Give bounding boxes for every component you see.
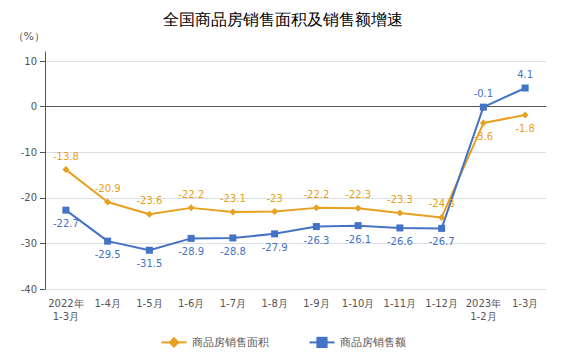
svg-text:-0.1: -0.1 bbox=[474, 88, 494, 99]
svg-text:-31.5: -31.5 bbox=[136, 258, 162, 269]
svg-text:-3.6: -3.6 bbox=[474, 131, 494, 142]
svg-text:-23: -23 bbox=[266, 193, 282, 204]
svg-text:-28.8: -28.8 bbox=[220, 246, 246, 257]
svg-text:-26.1: -26.1 bbox=[345, 234, 371, 245]
svg-text:0: 0 bbox=[31, 101, 37, 112]
svg-text:商品房销售面积: 商品房销售面积 bbox=[192, 336, 269, 349]
svg-text:-22.3: -22.3 bbox=[345, 189, 371, 200]
svg-text:1-10月: 1-10月 bbox=[342, 298, 375, 309]
svg-text:1-4月: 1-4月 bbox=[94, 298, 120, 309]
svg-text:-28.9: -28.9 bbox=[178, 246, 204, 257]
svg-text:-24.3: -24.3 bbox=[429, 198, 455, 209]
svg-text:-29.5: -29.5 bbox=[95, 249, 121, 260]
svg-text:-23.6: -23.6 bbox=[136, 195, 162, 206]
svg-text:-30: -30 bbox=[21, 238, 37, 249]
svg-text:10: 10 bbox=[24, 56, 37, 67]
svg-text:1-2月: 1-2月 bbox=[470, 311, 496, 322]
svg-text:全国商品房销售面积及销售额增速: 全国商品房销售面积及销售额增速 bbox=[163, 10, 403, 29]
svg-text:1-8月: 1-8月 bbox=[261, 298, 287, 309]
svg-text:1-7月: 1-7月 bbox=[220, 298, 246, 309]
svg-text:1-9月: 1-9月 bbox=[303, 298, 329, 309]
svg-text:4.1: 4.1 bbox=[517, 69, 533, 80]
svg-text:-1.8: -1.8 bbox=[515, 123, 535, 134]
svg-text:-27.9: -27.9 bbox=[262, 242, 288, 253]
svg-text:2022年: 2022年 bbox=[48, 298, 83, 309]
svg-text:-10: -10 bbox=[21, 147, 37, 158]
svg-text:1-11月: 1-11月 bbox=[384, 298, 417, 309]
svg-text:-20.9: -20.9 bbox=[95, 183, 121, 194]
svg-text:-26.6: -26.6 bbox=[387, 236, 413, 247]
svg-text:-26.3: -26.3 bbox=[303, 235, 329, 246]
svg-text:-13.8: -13.8 bbox=[53, 151, 79, 162]
svg-text:商品房销售额: 商品房销售额 bbox=[340, 336, 406, 349]
svg-text:-23.1: -23.1 bbox=[220, 193, 246, 204]
svg-text:（%）: （%） bbox=[13, 30, 45, 43]
svg-text:1-12月: 1-12月 bbox=[425, 298, 458, 309]
svg-text:-22.2: -22.2 bbox=[178, 189, 204, 200]
svg-text:-40: -40 bbox=[21, 284, 37, 295]
svg-text:1-6月: 1-6月 bbox=[178, 298, 204, 309]
svg-text:-20: -20 bbox=[21, 192, 37, 203]
svg-text:-26.7: -26.7 bbox=[429, 236, 455, 247]
svg-text:-23.3: -23.3 bbox=[387, 194, 413, 205]
svg-text:2023年: 2023年 bbox=[466, 298, 501, 309]
svg-text:1-5月: 1-5月 bbox=[136, 298, 162, 309]
svg-text:-22.7: -22.7 bbox=[53, 218, 79, 229]
svg-text:1-3月: 1-3月 bbox=[53, 311, 79, 322]
svg-text:1-3月: 1-3月 bbox=[512, 298, 538, 309]
svg-text:-22.2: -22.2 bbox=[303, 189, 329, 200]
